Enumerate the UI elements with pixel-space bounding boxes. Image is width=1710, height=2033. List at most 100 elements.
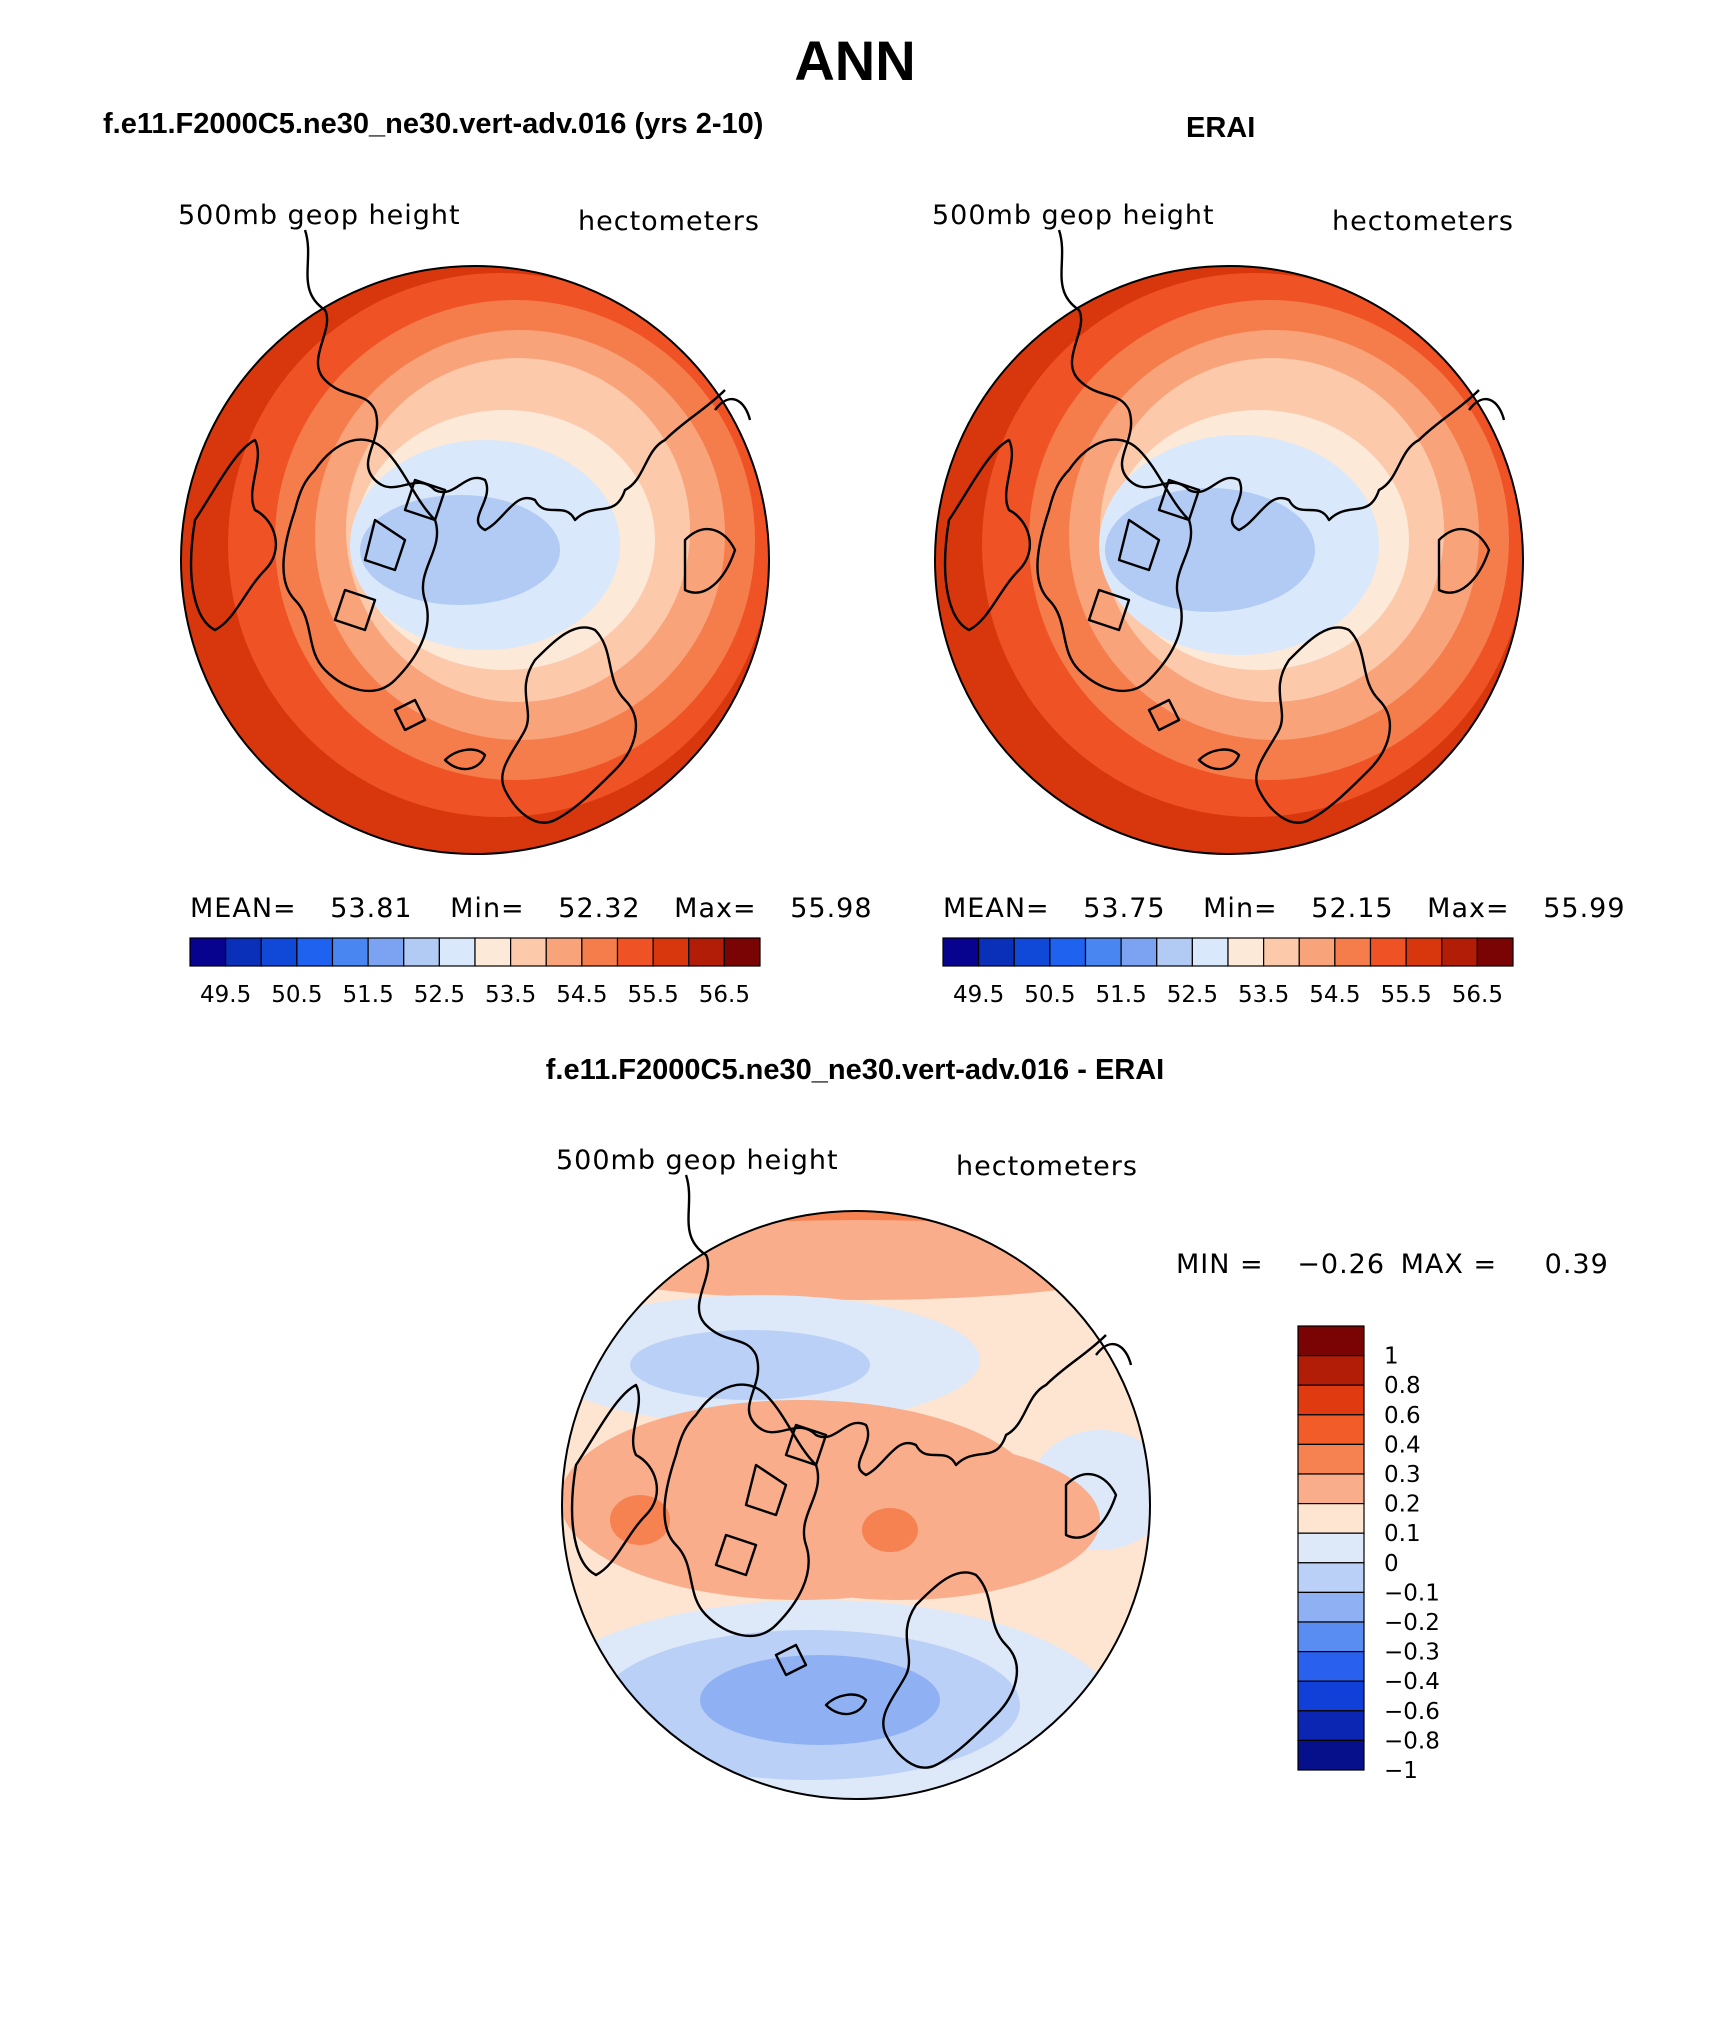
colorbar-swatch bbox=[1297, 1502, 1365, 1534]
colorbar-swatch bbox=[616, 937, 654, 967]
colorbar-tick-label: 51.5 bbox=[1096, 982, 1147, 1008]
colorbar-tick-label: 53.5 bbox=[485, 982, 536, 1008]
colorbar-tick-label: 51.5 bbox=[343, 982, 394, 1008]
max-value: 55.99 bbox=[1543, 893, 1626, 924]
panel3-variable: 500mb geop height bbox=[556, 1145, 839, 1176]
panel1-units: hectometers bbox=[578, 206, 760, 237]
colorbar-swatch bbox=[1191, 937, 1229, 967]
max-label: Max= bbox=[1427, 893, 1510, 924]
colorbar-tick-label: −0.8 bbox=[1384, 1728, 1440, 1754]
panel2-stats: MEAN= 53.75 Min= 52.15 Max= 55.99 bbox=[943, 893, 1626, 924]
colorbar-swatch bbox=[1297, 1473, 1365, 1505]
colorbar-swatch bbox=[403, 937, 440, 967]
min-label: Min= bbox=[450, 893, 525, 924]
mean-label: MEAN= bbox=[943, 893, 1050, 924]
max-label: MAX = bbox=[1400, 1249, 1498, 1280]
colorbar-tick-label: 52.5 bbox=[414, 982, 465, 1008]
min-value: 52.15 bbox=[1311, 893, 1394, 924]
colorbar-tick-label: 56.5 bbox=[699, 982, 750, 1008]
panel2-map bbox=[934, 228, 1524, 855]
colorbar-swatch bbox=[723, 937, 761, 967]
colorbar-swatch bbox=[1297, 1532, 1365, 1564]
colorbar-swatch bbox=[1297, 1591, 1365, 1623]
colorbar-swatch bbox=[1405, 937, 1443, 967]
colorbar-swatch bbox=[438, 937, 476, 967]
colorbar-tick-label: −1 bbox=[1384, 1758, 1418, 1784]
panel1-stats: MEAN= 53.81 Min= 52.32 Max= 55.98 bbox=[190, 893, 873, 924]
colorbar-swatch bbox=[1297, 1443, 1365, 1475]
colorbar-tick-label: −0.2 bbox=[1384, 1610, 1440, 1636]
max-label: Max= bbox=[674, 893, 757, 924]
colorbar-tick-label: −0.6 bbox=[1384, 1699, 1440, 1725]
colorbar-swatch bbox=[1297, 1325, 1365, 1357]
colorbar-tick-label: 1 bbox=[1384, 1344, 1399, 1370]
colorbar-tick-label: 50.5 bbox=[1024, 982, 1075, 1008]
mean-value: 53.75 bbox=[1083, 893, 1166, 924]
colorbar-swatch bbox=[545, 937, 583, 967]
colorbar-swatch bbox=[1476, 937, 1514, 967]
colorbar-swatch bbox=[1297, 1680, 1365, 1712]
colorbar-swatch bbox=[581, 937, 619, 967]
colorbar-swatch bbox=[1156, 937, 1193, 967]
colorbar-swatch bbox=[1298, 937, 1336, 967]
colorbar-tick-label: 56.5 bbox=[1452, 982, 1503, 1008]
colorbar-tick-label: 50.5 bbox=[271, 982, 322, 1008]
colorbar-tick-label: 54.5 bbox=[556, 982, 607, 1008]
colorbar-swatch bbox=[1297, 1414, 1365, 1446]
colorbar-swatch bbox=[1297, 1384, 1365, 1416]
page-title: ANN bbox=[794, 29, 916, 92]
colorbar-swatch bbox=[1120, 937, 1158, 967]
mean-value: 53.81 bbox=[330, 893, 413, 924]
panel2-heading: ERAI bbox=[1186, 112, 1256, 144]
colorbar-swatch bbox=[1369, 937, 1407, 967]
panel3-units: hectometers bbox=[956, 1151, 1138, 1182]
colorbar-swatch bbox=[978, 937, 1015, 967]
min-value: 52.32 bbox=[558, 893, 641, 924]
colorbar-swatch bbox=[474, 937, 512, 967]
colorbar-tick-label: 0.8 bbox=[1384, 1373, 1421, 1399]
colorbar-tick-label: 55.5 bbox=[1381, 982, 1432, 1008]
colorbar-swatch bbox=[510, 937, 547, 967]
colorbar-swatch bbox=[367, 937, 405, 967]
colorbar-tick-label: 53.5 bbox=[1238, 982, 1289, 1008]
colorbar-swatch bbox=[1297, 1354, 1365, 1386]
min-label: Min= bbox=[1203, 893, 1278, 924]
colorbar-swatch bbox=[260, 937, 298, 967]
min-label: MIN = bbox=[1176, 1249, 1264, 1280]
max-value: 55.98 bbox=[790, 893, 873, 924]
colorbar-swatch bbox=[1297, 1739, 1365, 1771]
colorbar-tick-label: 54.5 bbox=[1309, 982, 1360, 1008]
colorbar-swatch bbox=[1013, 937, 1051, 967]
colorbar-swatch bbox=[1227, 937, 1265, 967]
colorbar-swatch bbox=[1297, 1650, 1365, 1682]
colorbar-tick-label: −0.3 bbox=[1384, 1640, 1440, 1666]
colorbar-swatch bbox=[1084, 937, 1122, 967]
colorbar-swatch bbox=[1297, 1710, 1365, 1742]
mean-label: MEAN= bbox=[190, 893, 297, 924]
colorbar-swatch bbox=[1334, 937, 1372, 967]
colorbar-tick-label: 0.1 bbox=[1384, 1521, 1421, 1547]
colorbar-swatch bbox=[652, 937, 690, 967]
colorbar-tick-label: 0.3 bbox=[1384, 1462, 1421, 1488]
colorbar-swatch bbox=[296, 937, 334, 967]
colorbar-swatch bbox=[1297, 1562, 1365, 1594]
colorbar-swatch bbox=[331, 937, 369, 967]
panel3-heading: f.e11.F2000C5.ne30_ne30.vert-adv.016 - E… bbox=[545, 1054, 1165, 1086]
colorbar-swatch bbox=[1297, 1621, 1365, 1653]
panel3-map bbox=[561, 1173, 1151, 1800]
colorbar-swatch bbox=[1263, 937, 1300, 967]
panel3-colorbar: 1 0.8 0.6 0.4 0.3 0.2 0.1 0 −0.1 −0.2 −0.3 −0.4 −0.6… bbox=[1297, 1325, 1440, 1784]
colorbar-swatch bbox=[688, 937, 725, 967]
max-value: 0.39 bbox=[1544, 1249, 1609, 1280]
panel1-variable: 500mb geop height bbox=[178, 200, 461, 231]
min-value: −0.26 bbox=[1297, 1249, 1386, 1280]
panel1-colorbar: 49.5 50.5 51.5 52.5 53.5 54.5 55.5 56.5 bbox=[189, 937, 761, 1008]
colorbar-tick-label: 49.5 bbox=[200, 982, 251, 1008]
colorbar-swatch bbox=[942, 937, 980, 967]
colorbar-tick-label: 49.5 bbox=[953, 982, 1004, 1008]
colorbar-swatch bbox=[225, 937, 262, 967]
panel1-heading: f.e11.F2000C5.ne30_ne30.vert-adv.016 (yr… bbox=[103, 108, 764, 140]
panel2-variable: 500mb geop height bbox=[932, 200, 1215, 231]
colorbar-tick-label: 0 bbox=[1384, 1551, 1399, 1577]
